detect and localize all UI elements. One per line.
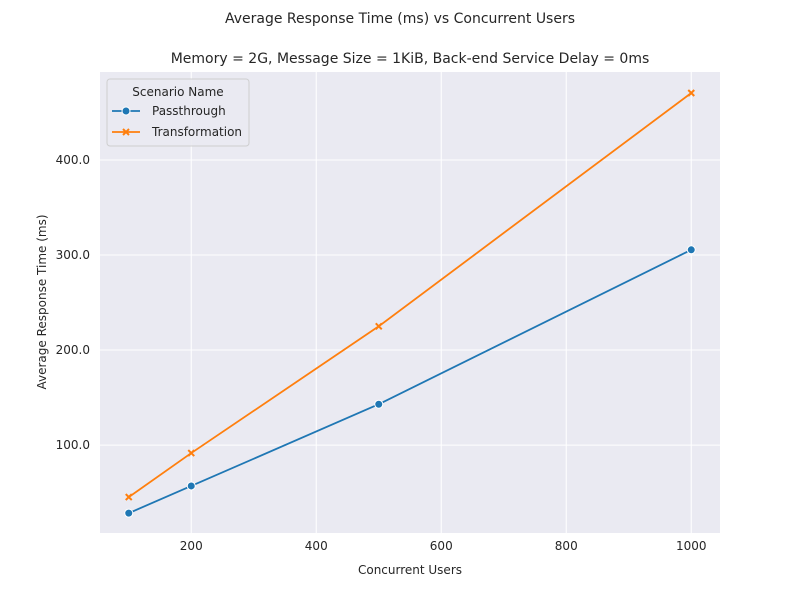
x-tick-label: 400 — [305, 539, 328, 553]
x-marker-icon — [187, 449, 195, 457]
legend-item: Passthrough — [112, 104, 226, 118]
data-point — [187, 449, 195, 457]
y-tick-label: 300.0 — [56, 248, 90, 262]
suptitle: Average Response Time (ms) vs Concurrent… — [225, 11, 575, 27]
data-point — [686, 245, 696, 255]
data-point — [375, 322, 383, 331]
legend: Scenario Name Passthrough Transformation — [106, 78, 250, 147]
legend-box — [106, 78, 250, 147]
series-line — [128, 248, 692, 514]
y-axis-label: Average Response Time (ms) — [35, 214, 49, 389]
y-tick-label: 200.0 — [56, 343, 90, 357]
series-line — [128, 92, 692, 498]
x-marker-icon — [687, 89, 695, 97]
data-point — [121, 106, 131, 116]
x-tick-label: 1000 — [676, 539, 707, 553]
data-point — [374, 399, 384, 409]
data-point — [124, 508, 134, 518]
data-point — [122, 128, 130, 136]
legend-item: Transformation — [112, 125, 242, 139]
x-tick-label: 200 — [180, 539, 203, 553]
chart-title: Memory = 2G, Message Size = 1KiB, Back-e… — [171, 51, 650, 67]
y-tick-label: 100.0 — [56, 438, 90, 452]
series-passthrough — [124, 245, 696, 518]
legend-label: Passthrough — [152, 104, 226, 118]
data-point — [186, 481, 196, 491]
x-marker-icon — [375, 322, 383, 331]
x-marker-icon — [125, 493, 133, 501]
x-axis-label: Concurrent Users — [358, 563, 462, 577]
legend-label: Transformation — [151, 125, 242, 139]
series-transformation — [125, 89, 695, 501]
legend-title: Scenario Name — [132, 85, 223, 99]
data-point — [125, 493, 133, 501]
y-tick-label: 400.0 — [56, 153, 90, 167]
x-marker-icon — [122, 128, 130, 136]
data-point — [687, 89, 695, 97]
x-tick-label: 600 — [430, 539, 453, 553]
x-tick-label: 800 — [555, 539, 578, 553]
